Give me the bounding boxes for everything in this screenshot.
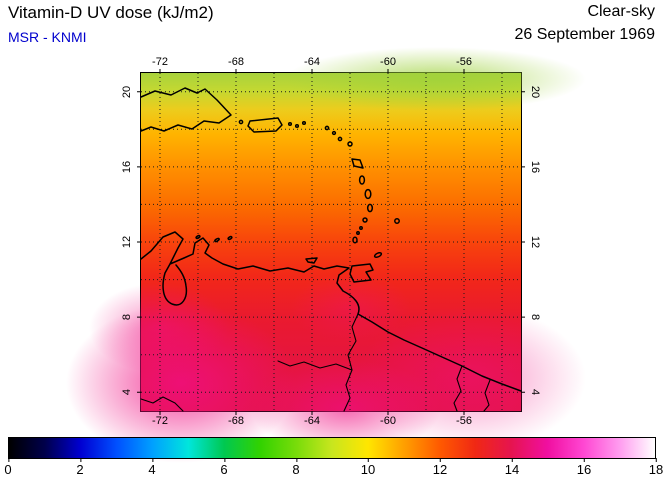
source-label: MSR - KNMI <box>8 29 87 45</box>
colorbar-gradient <box>8 437 656 459</box>
lat-tick-label: 4 <box>529 389 541 396</box>
condition-label: Clear-sky <box>587 3 655 20</box>
lat-tick-label: 8 <box>121 314 133 321</box>
lat-tick-label: 16 <box>121 160 133 174</box>
lat-tick-label: 20 <box>121 85 133 98</box>
frame-ticks <box>137 69 525 415</box>
coastlines <box>140 87 522 412</box>
colorbar-tick-label: 4 <box>148 458 156 477</box>
date-label: 26 September 1969 <box>514 26 655 43</box>
page-title: Vitamin-D UV dose (kJ/m2) <box>8 3 214 22</box>
lon-tick-label: -64 <box>304 415 320 427</box>
colorbar-tick-label: 18 <box>648 458 664 477</box>
lat-tick-label: 20 <box>529 85 541 98</box>
lon-tick-label: -68 <box>228 415 244 427</box>
lon-tick-label: -56 <box>456 415 472 427</box>
lat-tick-label: 12 <box>121 235 133 249</box>
lon-tick-label: -60 <box>380 415 396 427</box>
lon-tick-label: -56 <box>456 56 472 68</box>
colorbar-tick-label: 12 <box>432 458 448 477</box>
lon-tick-label: -68 <box>228 56 244 68</box>
colorbar-tick-label: 10 <box>360 458 376 477</box>
lat-tick-label: 4 <box>121 389 133 396</box>
lon-tick-label: -64 <box>304 56 320 68</box>
colorbar-tick-label: 16 <box>576 458 592 477</box>
map-canvas <box>66 47 586 463</box>
lat-tick-label: 8 <box>529 314 541 321</box>
lon-tick-label: -72 <box>152 415 168 427</box>
lon-tick-label: -72 <box>152 56 168 68</box>
dose-field <box>66 47 586 463</box>
colorbar-tick-label: 14 <box>504 458 520 477</box>
colorbar-tick-label: 0 <box>4 458 12 477</box>
lon-tick-label: -60 <box>380 56 396 68</box>
colorbar-tick-label: 8 <box>292 458 300 477</box>
colorbar: 0 2 4 6 8 10 12 14 16 18 <box>4 437 663 479</box>
lat-tick-label: 12 <box>529 235 541 249</box>
colorbar-tick-labels: 0 2 4 6 8 10 12 14 16 18 <box>4 458 663 479</box>
map-panel: -72 -68 -64 -60 -56 -72 -68 -64 -60 -56 … <box>66 47 586 463</box>
colorbar-tick-label: 2 <box>76 458 84 477</box>
lat-tick-label: 16 <box>529 160 541 174</box>
colorbar-tick-label: 6 <box>220 458 228 477</box>
